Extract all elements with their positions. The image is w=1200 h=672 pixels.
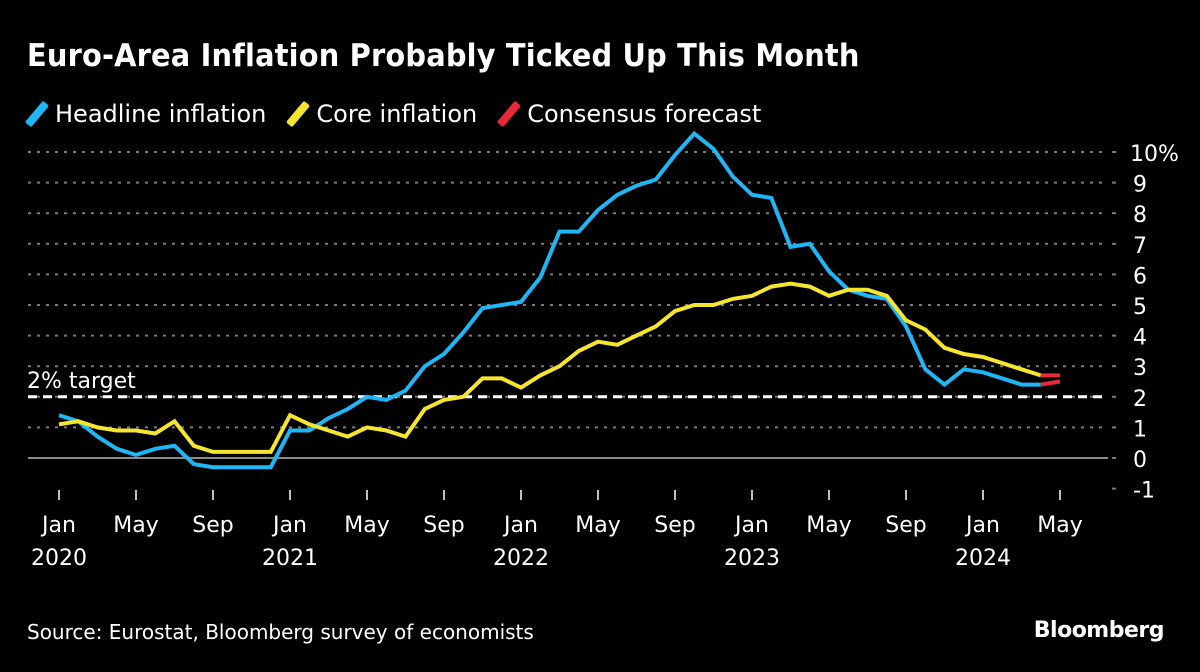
x-tick-year-label: 2022: [493, 546, 549, 571]
series-line-consensus-forecast-headline: [1040, 379, 1061, 387]
target-label: 2% target: [27, 369, 136, 394]
y-tick-label: 8: [1133, 203, 1147, 228]
x-tick-year-label: 2020: [31, 546, 87, 571]
legend-item-forecast: Consensus forecast: [497, 100, 762, 128]
y-tick-label: 3: [1133, 356, 1147, 381]
legend-label: Core inflation: [316, 100, 478, 128]
x-tick-label: Sep: [654, 513, 695, 538]
x-tick-label: May: [344, 513, 389, 538]
x-tick-year-label: 2021: [262, 546, 318, 571]
x-axis: Jan 2020 May Sep Jan 2021 May Sep Jan 2022 May Sep J…: [31, 490, 1083, 571]
x-tick-label: Jan: [733, 513, 769, 538]
y-tick-label: 5: [1133, 295, 1147, 320]
y-tick-label: 1: [1133, 417, 1147, 442]
y-tick-label: 6: [1133, 264, 1147, 289]
x-tick-label: May: [113, 513, 158, 538]
legend-item-core: Core inflation: [286, 100, 478, 128]
x-tick-label: May: [575, 513, 620, 538]
y-tick-label: 7: [1133, 234, 1147, 259]
x-tick-year-label: 2024: [955, 546, 1011, 571]
y-tick-label: 0: [1133, 448, 1147, 473]
y-tick-label: 10%: [1130, 142, 1179, 167]
x-tick-label: Jan: [271, 513, 307, 538]
x-tick-label: Jan: [40, 513, 76, 538]
x-tick-year-label: 2023: [724, 546, 780, 571]
series-lines: [58, 130, 1061, 470]
x-tick-label: Sep: [192, 513, 233, 538]
source-note: Source: Eurostat, Bloomberg survey of ec…: [27, 620, 534, 644]
legend-label: Consensus forecast: [527, 100, 762, 128]
chart-title: Euro-Area Inflation Probably Ticked Up T…: [27, 38, 860, 74]
series-line-headline-inflation: [58, 130, 1041, 470]
series-line-core-inflation: [58, 281, 1042, 454]
y-tick-label: -1: [1133, 479, 1155, 504]
x-tick-label: Sep: [885, 513, 926, 538]
gridlines: [28, 151, 1116, 490]
x-tick-label: Jan: [502, 513, 538, 538]
legend-label: Headline inflation: [55, 100, 267, 128]
y-tick-label: 9: [1133, 173, 1147, 198]
legend: Headline inflation Core inflation Consen…: [24, 100, 783, 128]
legend-item-headline: Headline inflation: [24, 100, 267, 128]
brand-logo: Bloomberg: [1033, 618, 1165, 643]
x-tick-label: May: [1037, 513, 1082, 538]
x-tick-label: Jan: [964, 513, 1000, 538]
y-tick-label: 2: [1133, 387, 1147, 412]
target-line-group: 2% target: [27, 369, 1108, 399]
y-tick-label: 4: [1133, 326, 1147, 351]
x-tick-label: May: [806, 513, 851, 538]
x-tick-label: Sep: [423, 513, 464, 538]
y-axis: 10% 9 8 7 6 5 4 3 2 1 0 -1: [1130, 142, 1179, 504]
